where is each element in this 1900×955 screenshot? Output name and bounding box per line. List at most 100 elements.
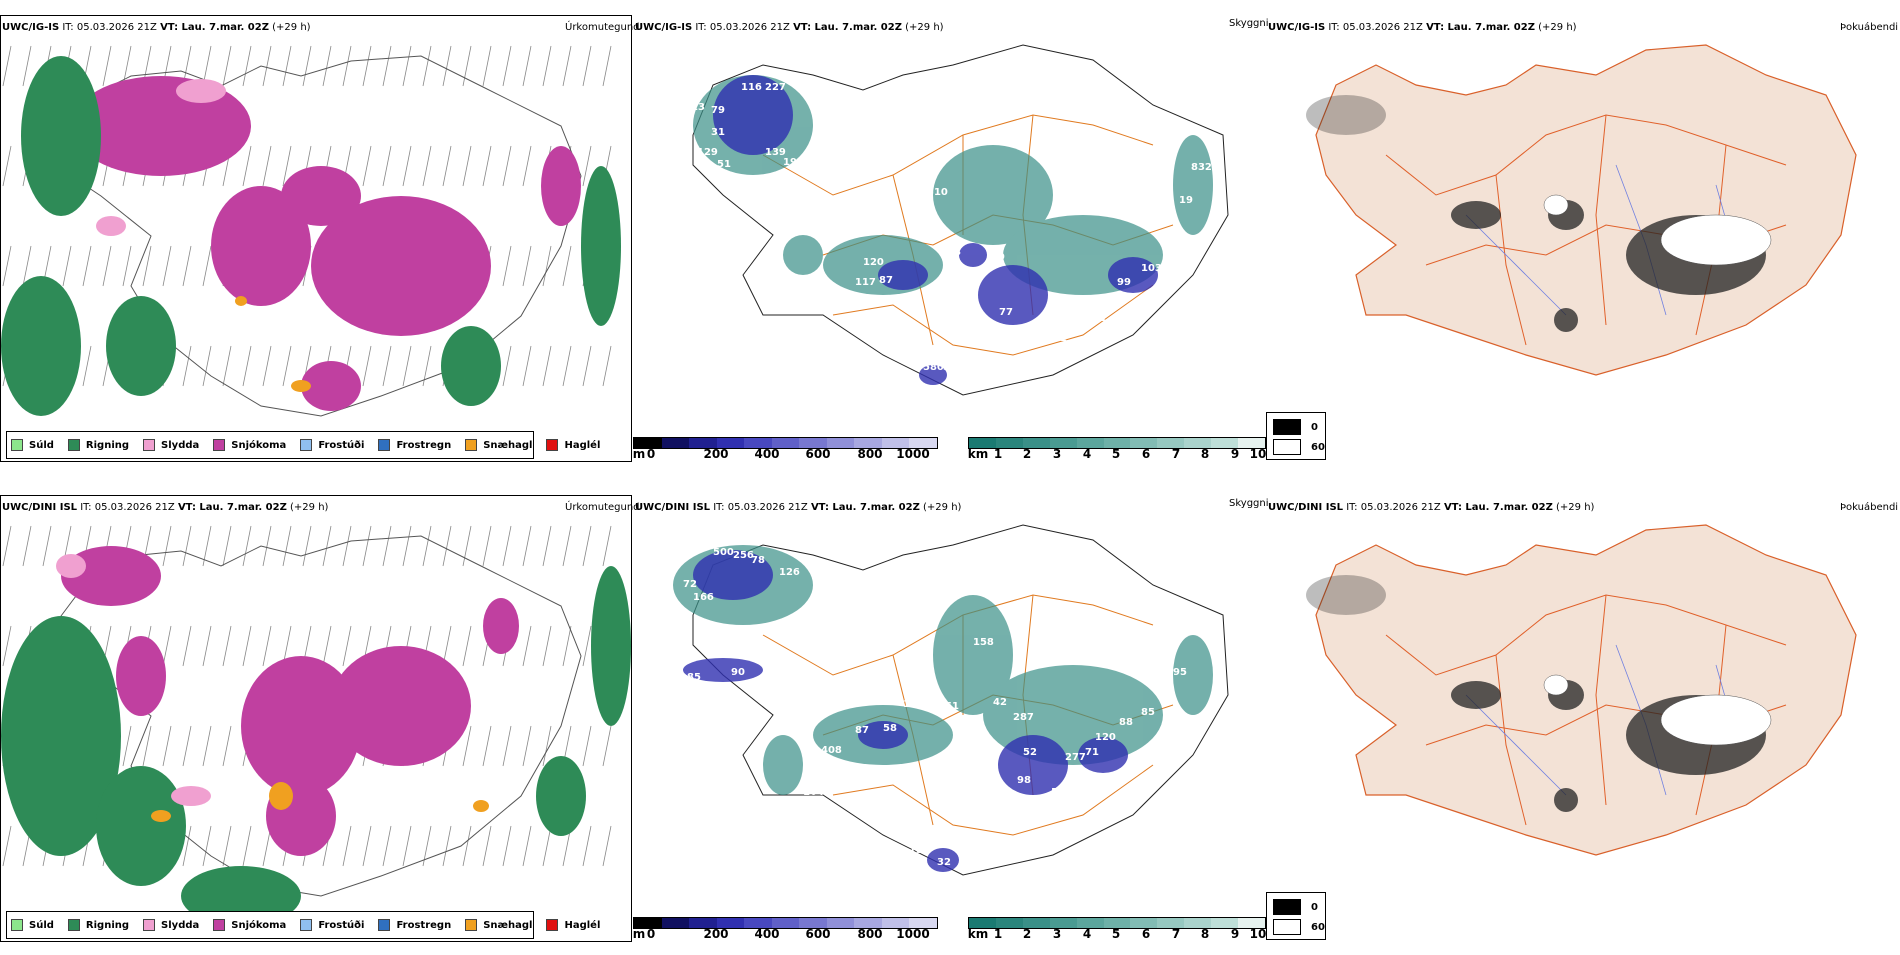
init-label: IT: [62, 22, 74, 33]
cloud-label: 408 [821, 745, 842, 756]
fog-legend: 0 60 [1266, 892, 1326, 940]
legend-item-freezing-drizzle: Frostúði [300, 919, 364, 931]
panel-header: UWC/IG-IS IT: 05.03.2026 21Z VT: Lau. 7.… [2, 22, 311, 33]
precip-snowpellets [151, 782, 489, 822]
legend-item-sleet: Slydda [143, 439, 199, 451]
cloud-map: 116 227 13 79 31 129 51 139 193 232 310 … [691, 44, 1229, 436]
cloud-label: 60 [929, 384, 943, 395]
cloud-label: 54 [1051, 787, 1065, 798]
cloud-label: 19 [991, 252, 1005, 263]
precip-map-frame [0, 495, 632, 942]
panel-header: UWC/DINI ISL IT: 05.03.2026 21Z VT: Lau.… [635, 502, 961, 513]
cloud-map: 500 256 78 126 72 166 115 157 330 85 90 … [673, 524, 1229, 876]
legend-swatch [11, 919, 23, 931]
visibility-colorbar [968, 917, 1266, 929]
legend-item-snow-pellets: Snæhagl [465, 439, 532, 451]
iceland-outline [60, 535, 582, 897]
cloud-base-field [713, 75, 1158, 385]
colorbar-tick: 1000 [896, 447, 930, 461]
colorbar-tick: 2 [1022, 927, 1032, 941]
legend-item-freezing-drizzle: Frostúði [300, 439, 364, 451]
cloud-label: 95 [1173, 667, 1187, 678]
init-time: 05.03.2026 21Z [94, 502, 175, 513]
colorbar-unit: m [632, 447, 646, 461]
precip-sleet [56, 554, 211, 806]
colorbar-tick: 400 [754, 927, 780, 941]
cloud-label: 88 [1119, 717, 1133, 728]
cloud-label: 277 [1065, 752, 1086, 763]
fog-legend-item-0: 0 [1273, 899, 1318, 915]
legend-item-hail: Haglél [546, 919, 600, 931]
model-name: UWC/IG-IS [1268, 22, 1326, 33]
fog-legend-item-60: 60 [1273, 439, 1325, 455]
colorbar-tick: 10 [1249, 447, 1267, 461]
cloud-label: 55 [1071, 377, 1085, 388]
legend-swatch [546, 919, 559, 931]
legend-item-snow-pellets: Snæhagl [465, 919, 532, 931]
model-name: UWC/DINI ISL [1268, 502, 1344, 513]
cloud-label: 115 [771, 627, 792, 638]
legend-swatch [11, 439, 23, 451]
legend-item-snow: Snjókoma [213, 919, 286, 931]
snowcap [1543, 194, 1772, 266]
legend-item-freezing-rain: Frostregn [378, 439, 451, 451]
init-label: IT: [1328, 22, 1340, 33]
colorbar-tick: 0 [646, 927, 656, 941]
init-time: 05.03.2026 21Z [709, 22, 790, 33]
forecast-row-dini: UWC/DINI ISL IT: 05.03.2026 21Z VT: Lau.… [0, 480, 1900, 955]
legend-item-freezing-rain: Frostregn [378, 919, 451, 931]
cloud-label: 87 [855, 725, 869, 736]
cloud-label: 51 [1174, 239, 1188, 250]
colorbar-tick: 2 [1022, 447, 1032, 461]
legend-item-rain: Rigning [67, 919, 129, 931]
model-name: UWC/IG-IS [2, 22, 60, 33]
legend-swatch [143, 919, 156, 931]
panel-header: UWC/IG-IS IT: 05.03.2026 21Z VT: Lau. 7.… [635, 22, 944, 33]
cloud-label: 61 [1093, 313, 1107, 324]
init-label: IT: [713, 502, 725, 513]
lead-time: (+29 h) [1556, 502, 1595, 513]
colorbar-tick: 4 [1082, 447, 1092, 461]
cloud-label: 500 [713, 547, 734, 558]
colorbar-tick: 600 [805, 447, 831, 461]
panel-title-cloud: Skyggni [1229, 498, 1269, 509]
colorbar-tick: 800 [857, 927, 883, 941]
valid-time: VT: Lau. 7.mar. 02Z [177, 502, 287, 513]
base-colorbar [633, 437, 938, 449]
cloud-label: 832 [1191, 162, 1212, 173]
init-time: 05.03.2026 21Z [1360, 502, 1441, 513]
snowcap [1543, 674, 1772, 746]
cloud-label: 227 [765, 82, 786, 93]
colorbar-tick: 5 [1111, 927, 1121, 941]
precip-rain [1, 56, 621, 416]
fog-map [1306, 44, 1857, 376]
cloud-label: 164 [803, 787, 824, 798]
cloud-label: 32 [937, 857, 951, 868]
legend-item-drizzle: Súld [11, 919, 54, 931]
cloud-label: 42 [993, 697, 1007, 708]
colorbar-tick: 4 [1082, 927, 1092, 941]
colorbar-tick: 0 [646, 447, 656, 461]
cloud-label: 11 [903, 699, 917, 710]
colorbar-tick: 3 [1052, 447, 1062, 461]
cloud-label: 166 [693, 592, 714, 603]
cloud-label: 58 [947, 247, 961, 258]
colorbar-tick: 8 [1200, 447, 1210, 461]
cloud-label: 51 [717, 159, 731, 170]
cloud-label: 120 [1095, 732, 1116, 743]
cloud-label: 129 [697, 147, 718, 158]
precip-type-panel: UWC/IG-IS IT: 05.03.2026 21Z VT: Lau. 7.… [0, 0, 640, 475]
legend-swatch [213, 919, 226, 931]
cloud-label: 91 [1053, 333, 1067, 344]
colorbar-tick: 6 [1141, 447, 1151, 461]
colorbar-tick: 3 [1052, 927, 1062, 941]
legend-swatch [67, 919, 80, 931]
cloud-label: 79 [711, 105, 725, 116]
cloud-label: 580 [923, 362, 944, 373]
legend-swatch [143, 439, 156, 451]
valid-time: VT: Lau. 7.mar. 02Z [160, 22, 269, 33]
init-time: 05.03.2026 21Z [727, 502, 808, 513]
cloud-label: 232 [773, 197, 794, 208]
cloud-labels: 500 256 78 126 72 166 115 157 330 85 90 … [683, 547, 1187, 868]
legend-item-drizzle: Súld [11, 439, 54, 451]
